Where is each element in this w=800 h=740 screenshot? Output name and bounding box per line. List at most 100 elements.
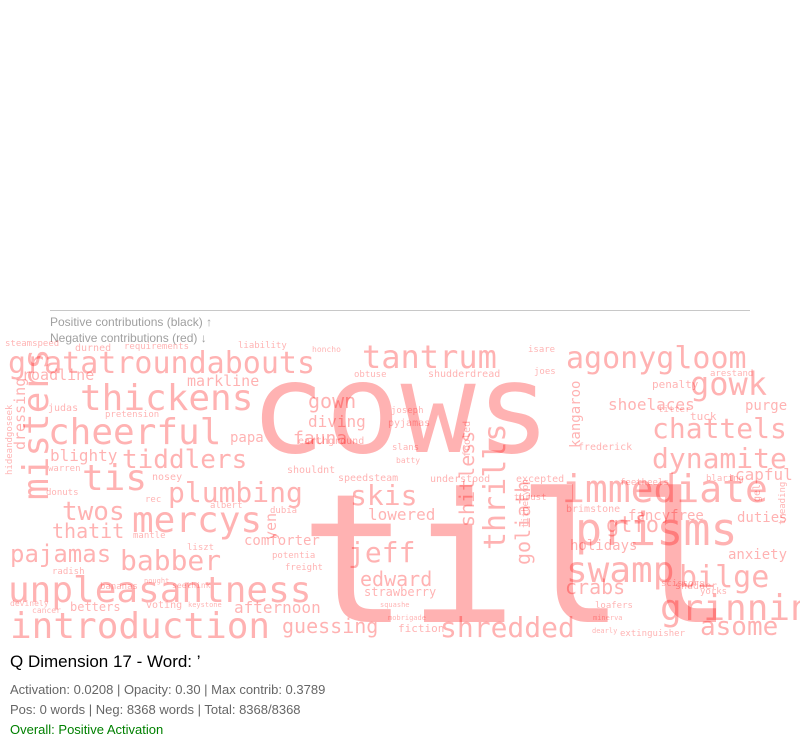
cloud-word: shredded — [440, 611, 575, 640]
cloud-word: blaring — [706, 474, 744, 484]
cloud-word: shudderdread — [428, 369, 500, 380]
cloud-word: albert — [210, 501, 243, 511]
cloud-word: misters — [16, 348, 57, 500]
overall-status: Overall: Positive Activation — [10, 722, 164, 737]
cloud-word: titheryon — [521, 479, 531, 528]
cloud-word: diving — [308, 412, 366, 431]
cloud-word: cows — [250, 340, 551, 482]
cloud-word: mobrigade — [388, 614, 426, 622]
cloud-word: prisms — [575, 503, 738, 556]
cloud-word: purge — [745, 398, 787, 414]
cloud-word: arestand — [710, 369, 753, 379]
activation-stats: Activation: 0.0208 | Opacity: 0.30 | Max… — [10, 682, 326, 697]
cloud-word: durned — [75, 343, 111, 354]
cloud-word: immediate — [562, 467, 768, 511]
cloud-word: babber — [120, 544, 221, 577]
cloud-word: slans — [392, 443, 419, 453]
cloud-word: cheerful — [48, 412, 221, 453]
cloud-word: liability — [238, 341, 287, 351]
cloud-word: fiction — [398, 622, 444, 635]
cloud-word: honcho — [312, 345, 341, 354]
cloud-word: squashe — [380, 601, 410, 609]
cloud-word: dressing — [11, 378, 29, 450]
word-count-stats: Pos: 0 words | Neg: 8368 words | Total: … — [10, 702, 301, 717]
cloud-word: joes — [534, 367, 556, 377]
cloud-word: jeff — [348, 536, 415, 569]
cloud-word: goliath — [511, 481, 535, 565]
cloud-word: duties — [737, 510, 788, 526]
cloud-word: fancyfree — [628, 508, 704, 524]
cloud-word: isare — [528, 345, 555, 355]
cloud-word: tis — [82, 458, 147, 499]
cloud-word: lowered — [368, 505, 435, 524]
cloud-word: steamspeed — [5, 340, 59, 349]
cloud-word: voting — [146, 600, 182, 611]
cloud-word: thickens — [80, 378, 253, 419]
cloud-word: warren — [48, 464, 81, 474]
cloud-word: shitless — [455, 431, 479, 527]
cloud-word: swamp — [566, 550, 674, 591]
cloud-word: thrust — [514, 493, 547, 503]
cloud-word: earthground — [298, 436, 364, 447]
legend-positive: Positive contributions (black) ↑ — [50, 315, 213, 329]
word-cloud: cows till gratatroundabouts tantrum agonyglo… — [0, 340, 800, 640]
cloud-word: pajamas — [10, 540, 111, 568]
cloud-word: bananas — [100, 582, 138, 592]
cloud-word: treading — [778, 482, 788, 525]
cloud-word: cancer — [32, 606, 61, 615]
divider-line — [50, 310, 750, 311]
cloud-word: penalty — [652, 378, 699, 391]
cloud-word: capful — [735, 465, 793, 484]
cloud-word: loafers — [595, 601, 633, 611]
cloud-word: joseph — [391, 406, 424, 416]
cloud-word: feetheels — [620, 478, 669, 488]
cloud-word: yen — [262, 513, 280, 540]
cloud-word: skis — [350, 479, 417, 512]
cloud-word: seethink — [172, 581, 211, 590]
cloud-word: hideandgoseek — [5, 404, 15, 475]
cloud-word: unpleasantness — [8, 570, 311, 611]
cloud-word: dearly — [592, 627, 617, 635]
cloud-word: guessing — [282, 614, 378, 638]
cloud-word: edward — [360, 567, 432, 591]
cloud-word: extinguisher — [620, 629, 686, 639]
cloud-word: radish — [52, 567, 85, 577]
cloud-word: afternoon — [234, 598, 321, 617]
cloud-word: asome — [700, 612, 778, 640]
cloud-word: markline — [187, 372, 259, 390]
cloud-word: tantrum — [362, 340, 497, 376]
cloud-word: understood — [430, 474, 490, 485]
cloud-word: pretension — [105, 410, 159, 420]
cloud-word: comforter — [244, 533, 320, 549]
cloud-word: requirements — [124, 342, 189, 352]
cloud-word: devinely — [10, 599, 49, 608]
cloud-word: mantle — [133, 531, 166, 541]
cloud-word: thrills — [478, 424, 513, 550]
cloud-word: freight — [285, 563, 323, 573]
cloud-word: tiddlers — [122, 445, 247, 475]
cloud-word: batty — [396, 456, 420, 465]
cloud-word: crabs — [565, 575, 625, 599]
cloud-word: pyjamas — [388, 418, 430, 429]
cloud-word: gowk — [690, 365, 767, 403]
cloud-word: nosey — [152, 472, 182, 483]
cloud-word: holidays — [570, 538, 637, 554]
cloud-word: bilge — [679, 560, 769, 595]
cloud-word: fooled — [462, 421, 473, 457]
cloud-word: twos — [62, 497, 125, 527]
cloud-word: donuts — [46, 488, 79, 498]
legend-negative: Negative contributions (red) ↓ — [50, 331, 207, 345]
cloud-word: fauna — [293, 428, 347, 449]
cloud-word: strawberry — [364, 585, 436, 599]
cloud-word: shoelaces — [608, 395, 695, 414]
cloud-word: brimstone — [566, 504, 620, 515]
cloud-word: till — [300, 456, 733, 640]
cloud-word: chattels — [652, 412, 787, 445]
cloud-word: gtfo — [606, 513, 659, 538]
cloud-word: mercys — [132, 500, 262, 541]
dimension-title: Q Dimension 17 - Word: ’ — [10, 652, 201, 671]
cloud-word: potentia — [272, 551, 315, 561]
cloud-word: blighty — [50, 446, 118, 465]
cloud-word: betters — [70, 600, 121, 614]
